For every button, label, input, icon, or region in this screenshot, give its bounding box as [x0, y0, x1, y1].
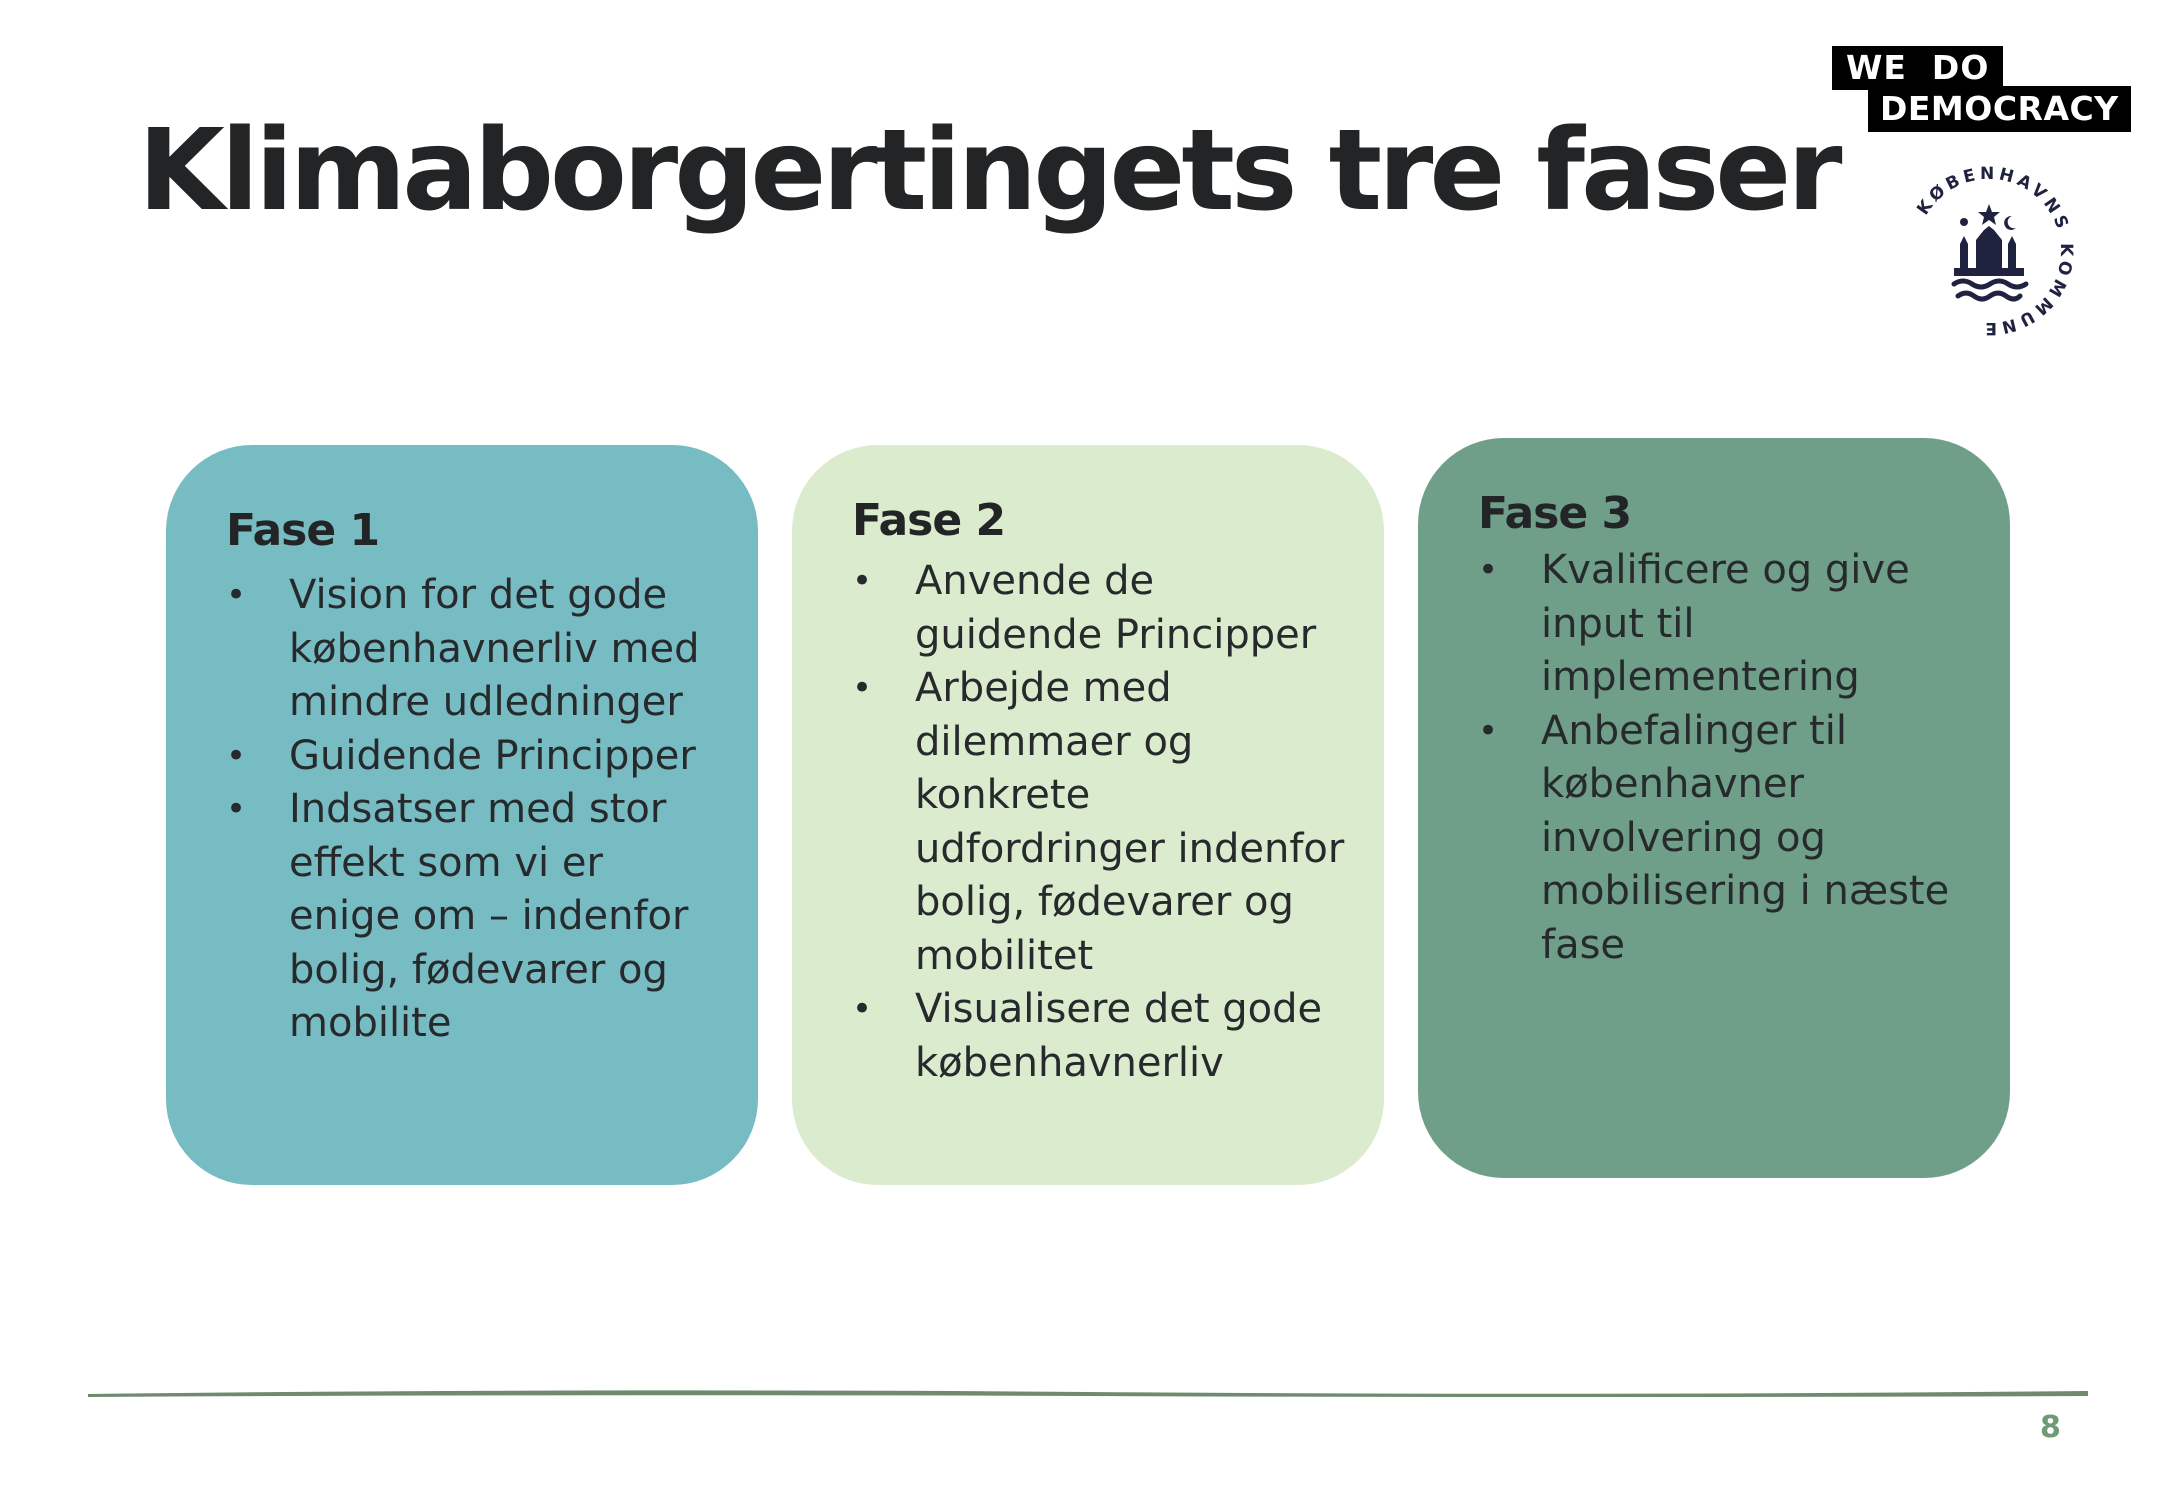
bullet-text: Anbefalinger til københavner involvering…	[1541, 707, 1950, 968]
phase-1-bullet-list: • Vision for det gode københavnerliv med…	[226, 569, 722, 1051]
bullet-dot-icon: •	[852, 989, 873, 1029]
phase-3-bullet-2: • Anbefalinger til københavner involveri…	[1478, 705, 1974, 973]
bullet-dot-icon: •	[852, 561, 873, 601]
phase-2-card: Fase 2 • Anvende de guidende Principper …	[792, 445, 1384, 1185]
bullet-dot-icon: •	[852, 668, 873, 708]
phase-1-card: Fase 1 • Vision for det gode københavner…	[166, 445, 758, 1185]
phase-1-title: Fase 1	[226, 505, 380, 556]
logo-line-1: WE DO	[1832, 46, 2004, 90]
phase-1-bullet-2: • Guidende Principper	[226, 730, 722, 784]
bullet-dot-icon: •	[226, 789, 247, 829]
bullet-text: Vision for det gode københavnerliv med m…	[289, 572, 700, 725]
phase-2-bullet-2: • Arbejde med dilemmaer og konkrete udfo…	[852, 662, 1348, 983]
kobenhavns-kommune-seal-icon: KØBENHAVNS KOMMUNE	[1913, 164, 2072, 338]
phase-1-bullet-1: • Vision for det gode københavnerliv med…	[226, 569, 722, 730]
phase-2-title: Fase 2	[852, 495, 1006, 546]
bullet-text: Anvende de guidende Principper	[915, 558, 1317, 658]
bullet-text: Arbejde med dilemmaer og konkrete udford…	[915, 665, 1345, 979]
phase-2-bullet-3: • Visualisere det gode københavnerliv	[852, 983, 1348, 1090]
we-do-democracy-logo: WE DO DEMOCRACY	[1832, 46, 2131, 132]
phase-1-bullet-3: • Indsatser med stor effekt som vi er en…	[226, 783, 722, 1051]
phase-3-bullet-1: • Kvalificere og give input til implemen…	[1478, 544, 1974, 705]
bullet-text: Kvalificere og give input til implemente…	[1541, 547, 1910, 700]
footer-divider-line	[88, 1390, 2088, 1397]
page-number: 8	[2040, 1410, 2061, 1445]
phase-2-bullet-1: • Anvende de guidende Principper	[852, 555, 1348, 662]
bullet-dot-icon: •	[1478, 710, 1499, 751]
bullet-text: Visualisere det gode københavnerliv	[915, 986, 1323, 1086]
slide-title: Klimaborgertingets tre faser	[138, 106, 1842, 236]
bullet-dot-icon: •	[1478, 550, 1499, 590]
phase-3-card: Fase 3 • Kvalificere og give input til i…	[1418, 438, 2010, 1178]
bullet-dot-icon: •	[226, 575, 247, 615]
bullet-dot-icon: •	[226, 735, 247, 776]
phase-3-title: Fase 3	[1478, 488, 1632, 539]
bullet-text: Indsatser med stor effekt som vi er enig…	[289, 786, 689, 1046]
phase-2-bullet-list: • Anvende de guidende Principper • Arbej…	[852, 555, 1348, 1090]
phase-3-bullet-list: • Kvalificere og give input til implemen…	[1478, 544, 1974, 972]
logo-line-2: DEMOCRACY	[1868, 86, 2131, 132]
bullet-text: Guidende Principper	[289, 732, 696, 779]
